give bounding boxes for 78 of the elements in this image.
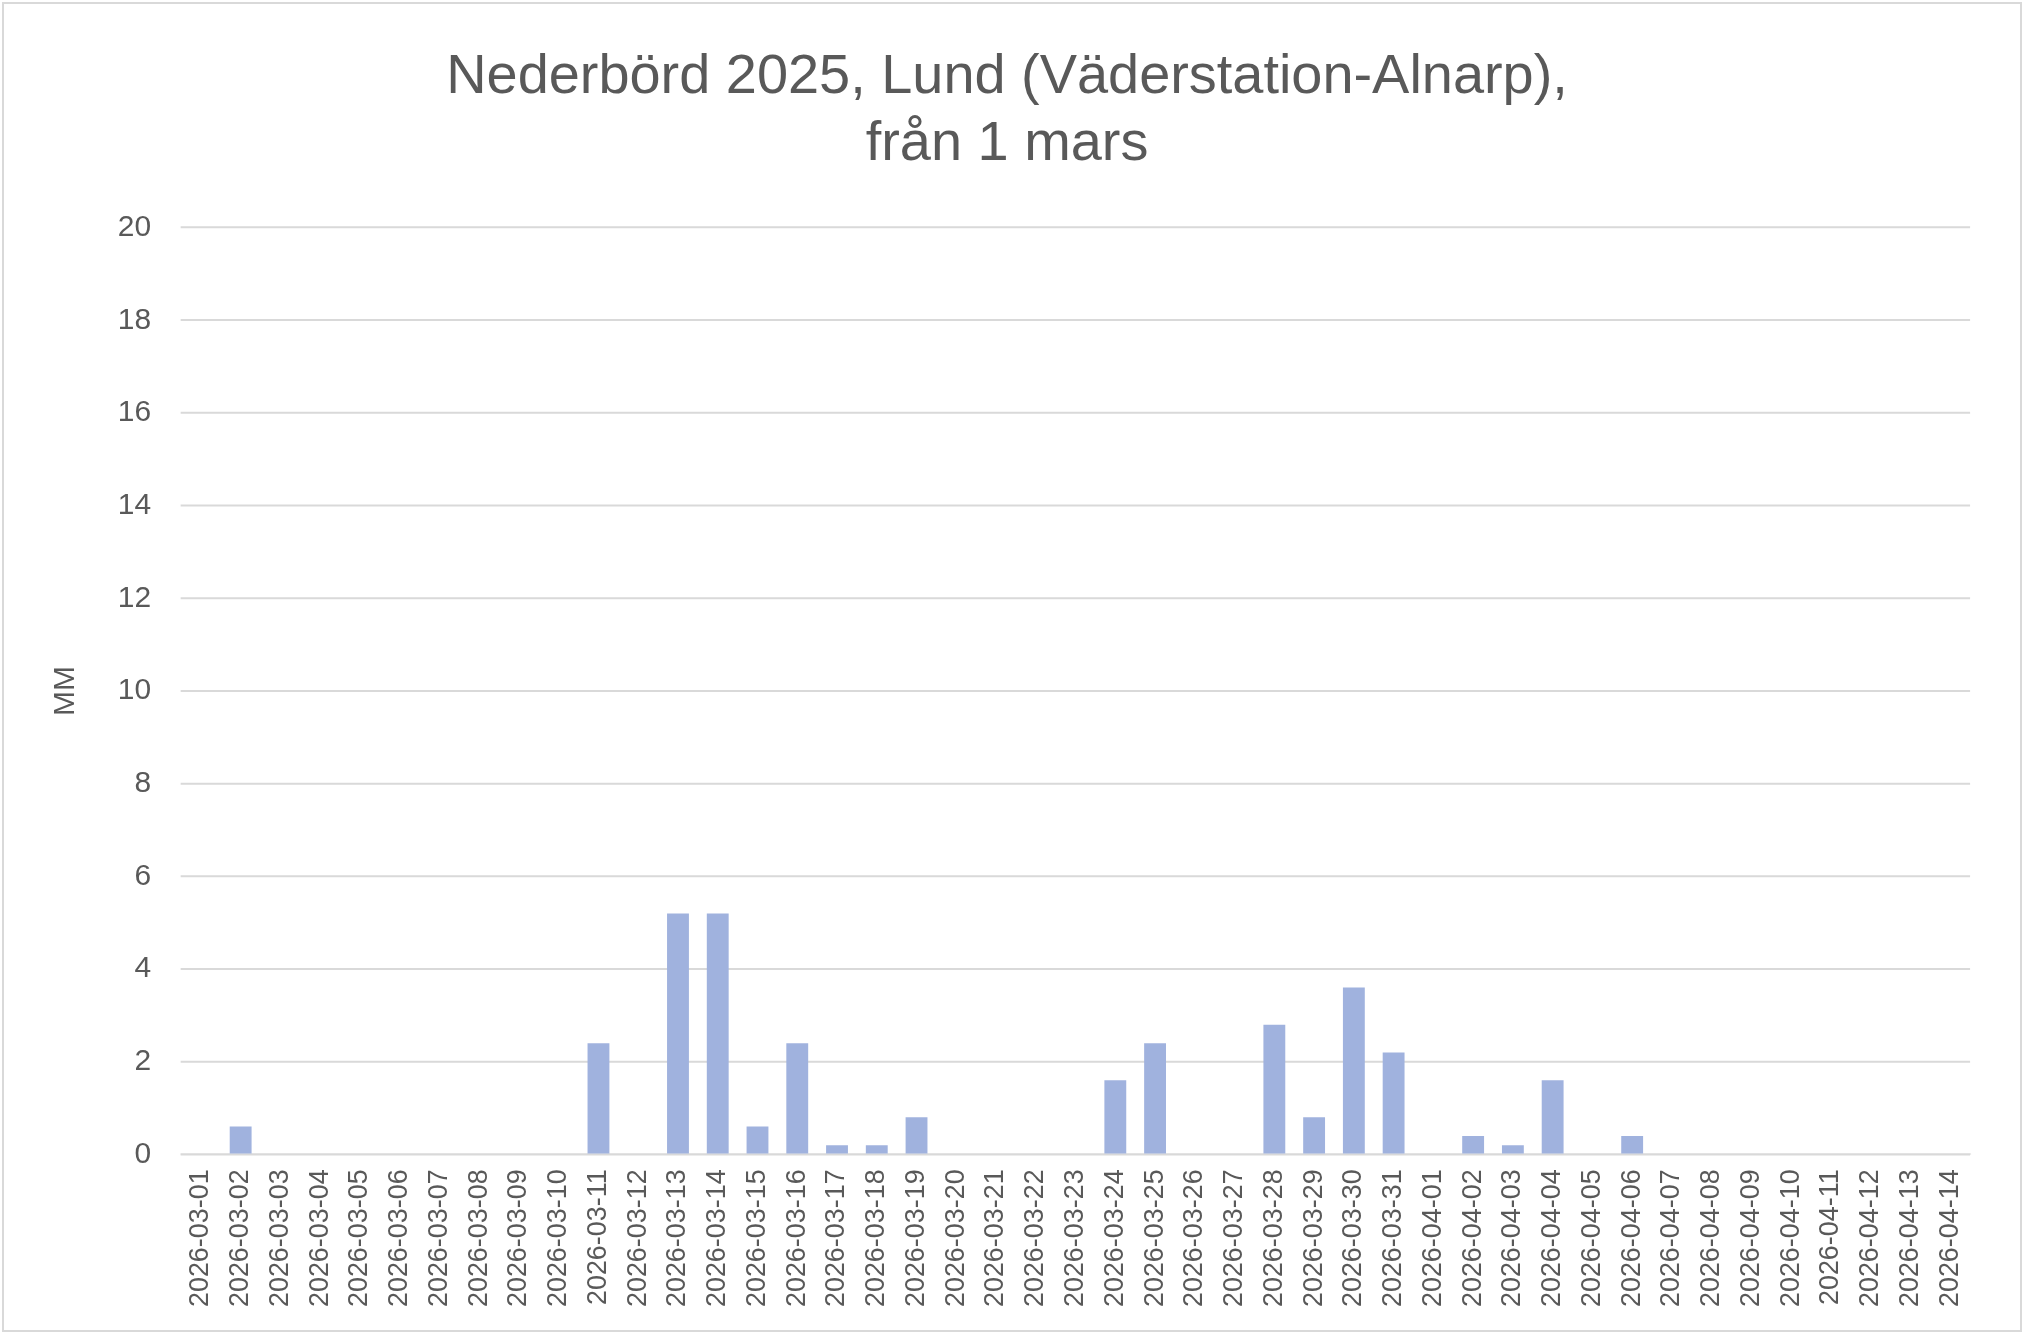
bar: [786, 1043, 809, 1154]
x-tick-label: 2026-04-12: [1854, 1169, 1885, 1308]
x-tick-label: 2026-03-20: [939, 1169, 970, 1308]
x-tick-label: 2026-04-04: [1536, 1169, 1567, 1308]
bar: [826, 1145, 848, 1154]
bar: [1462, 1135, 1485, 1154]
x-tick-label: 2026-03-23: [1058, 1169, 1089, 1308]
x-tick-label: 2026-03-14: [701, 1169, 732, 1308]
bar: [1541, 1080, 1564, 1154]
x-tick-label: 2026-04-10: [1774, 1169, 1805, 1308]
text: från 1 mars: [865, 108, 1149, 172]
x-tick-label: 2026-03-27: [1218, 1169, 1249, 1308]
y-tick-label: 4: [134, 950, 152, 984]
bar: [1263, 1024, 1286, 1154]
x-tick-label: 2026-03-02: [224, 1169, 255, 1308]
x-tick-label: 2026-03-08: [462, 1169, 493, 1308]
x-tick-label: 2026-03-30: [1337, 1169, 1368, 1308]
bar: [865, 1145, 888, 1154]
y-tick-label: 12: [117, 579, 152, 613]
x-tick-label: 2026-03-10: [542, 1169, 573, 1308]
x-tick-label: 2026-03-29: [1297, 1169, 1328, 1308]
x-tick-label: 2026-04-01: [1416, 1169, 1447, 1308]
bar: [1104, 1080, 1127, 1154]
x-tick-label: 2026-04-09: [1734, 1169, 1765, 1308]
y-axis-title: MM: [47, 666, 81, 716]
x-tick-label: 2026-03-17: [820, 1169, 851, 1308]
bar: [746, 1126, 769, 1154]
x-tick-label: 2026-04-05: [1575, 1169, 1606, 1308]
x-tick-label: 2026-04-02: [1456, 1169, 1487, 1308]
text: Nederbörd 2025, Lund (Väderstation-Alnarp),: [446, 41, 1568, 105]
x-tick-label: 2026-04-08: [1695, 1169, 1726, 1308]
x-tick-label: 2026-03-12: [621, 1169, 652, 1308]
y-tick-label: 2: [134, 1043, 152, 1076]
x-tick-label: 2026-04-07: [1655, 1169, 1686, 1308]
bar: [1621, 1135, 1644, 1154]
x-tick-label: 2026-03-18: [860, 1169, 891, 1308]
bar: [905, 1117, 928, 1154]
x-tick-label: 2026-04-13: [1893, 1169, 1924, 1308]
x-tick-label: 2026-03-09: [502, 1169, 533, 1308]
x-tick-label: 2026-03-25: [1138, 1169, 1169, 1308]
y-tick-label: 16: [117, 394, 152, 428]
x-tick-label: 2026-04-03: [1496, 1169, 1527, 1308]
x-tick-label: 2026-03-13: [661, 1169, 692, 1308]
bar: [1382, 1052, 1405, 1154]
bar: [1342, 987, 1365, 1154]
x-tick-label: 2026-03-11: [581, 1169, 612, 1306]
y-tick-label: 0: [134, 1135, 152, 1169]
y-tick-label: 14: [117, 486, 152, 520]
x-tick-label: 2026-04-06: [1615, 1169, 1646, 1308]
x-tick-label: 2026-03-03: [263, 1169, 294, 1308]
x-tick-label: 2026-03-04: [303, 1169, 334, 1308]
y-tick-label: 18: [117, 301, 152, 335]
x-tick-label: 2026-04-11: [1814, 1169, 1845, 1306]
y-tick-label: 8: [134, 765, 152, 798]
bar: [706, 913, 729, 1154]
x-tick-label: 2026-03-21: [979, 1169, 1010, 1308]
x-tick-label: 2026-03-31: [1377, 1169, 1408, 1308]
x-tick-label: 2026-03-15: [740, 1169, 771, 1308]
bar: [1303, 1117, 1326, 1154]
bar: [667, 913, 689, 1154]
x-tick-label: 2026-03-19: [899, 1169, 930, 1308]
y-tick-label: 20: [117, 208, 152, 242]
bar: [1144, 1043, 1167, 1154]
x-tick-label: 2026-03-07: [422, 1169, 453, 1308]
y-tick-label: 6: [134, 857, 152, 891]
bar: [229, 1126, 252, 1154]
x-tick-label: 2026-03-24: [1098, 1169, 1129, 1308]
y-tick-label: 10: [117, 672, 152, 706]
bar: [587, 1043, 610, 1154]
x-tick-label: 2026-03-22: [1019, 1169, 1050, 1308]
x-tick-label: 2026-03-01: [184, 1169, 215, 1308]
x-tick-label: 2026-03-26: [1178, 1169, 1209, 1308]
x-tick-label: 2026-04-14: [1933, 1169, 1964, 1308]
x-tick-label: 2026-03-06: [383, 1169, 414, 1308]
x-tick-label: 2026-03-28: [1257, 1169, 1288, 1308]
bar: [1501, 1145, 1524, 1154]
x-tick-label: 2026-03-05: [343, 1169, 374, 1308]
x-tick-label: 2026-03-16: [780, 1169, 811, 1308]
